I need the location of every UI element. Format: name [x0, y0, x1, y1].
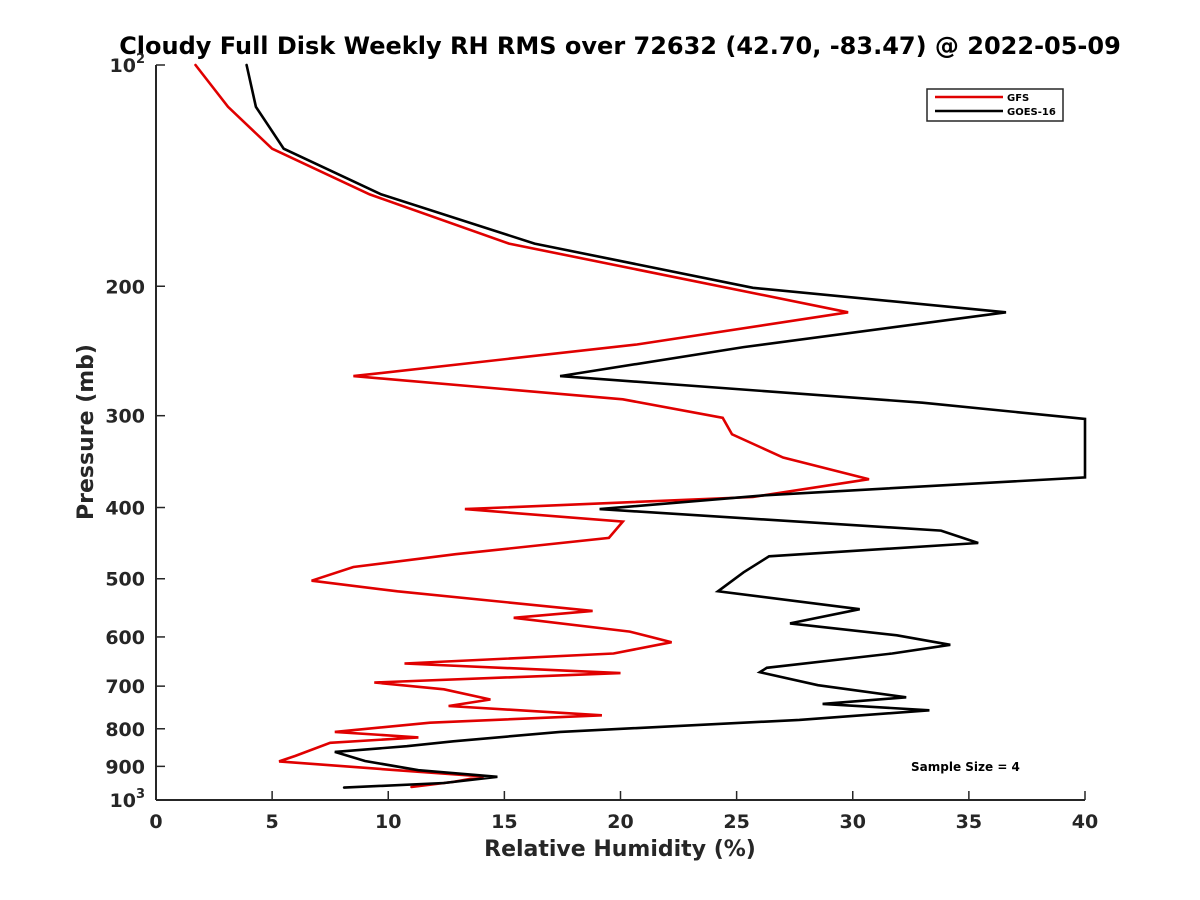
- y-tick-label: 800: [105, 719, 145, 741]
- legend-box: [926, 88, 1064, 122]
- y-tick-label: 200: [105, 276, 145, 298]
- y-tick-exponent: 2: [136, 52, 145, 67]
- y-tick-label: 102: [110, 52, 146, 77]
- y-tick-label: 300: [105, 406, 145, 428]
- series-line-goes16: [245, 63, 1087, 789]
- y-tick-base: 10: [110, 790, 136, 812]
- x-axis-label: Relative Humidity (%): [484, 837, 756, 862]
- y-tick-label: 600: [105, 627, 145, 649]
- x-tick-label: 25: [723, 811, 749, 833]
- x-tick-label: 40: [1072, 811, 1098, 833]
- x-tick-label: 30: [840, 811, 866, 833]
- y-tick-label: 700: [105, 676, 145, 698]
- legend-label-gfs: GFS: [1007, 93, 1029, 104]
- y-tick-base: 10: [110, 55, 136, 77]
- y-tick-label: 500: [105, 569, 145, 591]
- sample-size-annotation: Sample Size = 4: [911, 760, 1020, 774]
- y-tick-label: 900: [105, 756, 145, 778]
- y-tick-exponent: 3: [136, 787, 145, 802]
- y-tick-label: 400: [105, 498, 145, 520]
- x-ticks: 0 5 10 15 20 25 30 35 40: [149, 791, 1098, 833]
- chart-title: Cloudy Full Disk Weekly RH RMS over 7263…: [119, 32, 1121, 60]
- x-tick-label: 0: [149, 811, 162, 833]
- x-tick-label: 35: [956, 811, 982, 833]
- legend: GFS GOES-16: [926, 88, 1064, 122]
- x-tick-label: 15: [491, 811, 517, 833]
- y-axis-label: Pressure (mb): [74, 344, 99, 520]
- x-tick-label: 5: [266, 811, 279, 833]
- y-tick-label: 103: [110, 787, 146, 812]
- x-tick-label: 20: [607, 811, 633, 833]
- x-tick-label: 10: [375, 811, 401, 833]
- legend-label-goes16: GOES-16: [1007, 107, 1056, 118]
- series-line-gfs: [194, 63, 870, 789]
- series-layer: [194, 63, 1087, 789]
